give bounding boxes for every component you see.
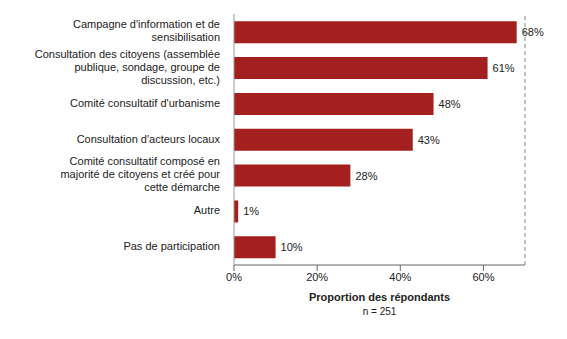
svg-text:Autre: Autre (194, 204, 220, 216)
svg-text:Comité consultatif d'urbanisme: Comité consultatif d'urbanisme (70, 97, 220, 109)
svg-text:28%: 28% (355, 170, 377, 182)
svg-text:n = 251: n = 251 (363, 306, 397, 317)
svg-text:48%: 48% (439, 98, 461, 110)
svg-text:0%: 0% (226, 271, 242, 283)
svg-text:Pas de participation: Pas de participation (123, 240, 220, 252)
svg-text:61%: 61% (493, 62, 515, 74)
svg-text:Consultation d'acteurs locaux: Consultation d'acteurs locaux (77, 132, 221, 144)
svg-text:1%: 1% (243, 205, 259, 217)
svg-text:10%: 10% (281, 241, 303, 253)
svg-text:20%: 20% (306, 271, 328, 283)
svg-text:Consultation des citoyens (ass: Consultation des citoyens (assembléepubl… (35, 48, 220, 86)
svg-text:68%: 68% (522, 26, 544, 38)
svg-text:40%: 40% (389, 271, 411, 283)
svg-text:43%: 43% (418, 134, 440, 146)
svg-text:Campagne d'information et dese: Campagne d'information et desensibilisat… (73, 18, 220, 43)
svg-text:Comité consultatif composé enm: Comité consultatif composé enmajorité de… (60, 155, 220, 193)
svg-text:60%: 60% (472, 271, 494, 283)
svg-text:Proportion des répondants: Proportion des répondants (309, 291, 450, 303)
